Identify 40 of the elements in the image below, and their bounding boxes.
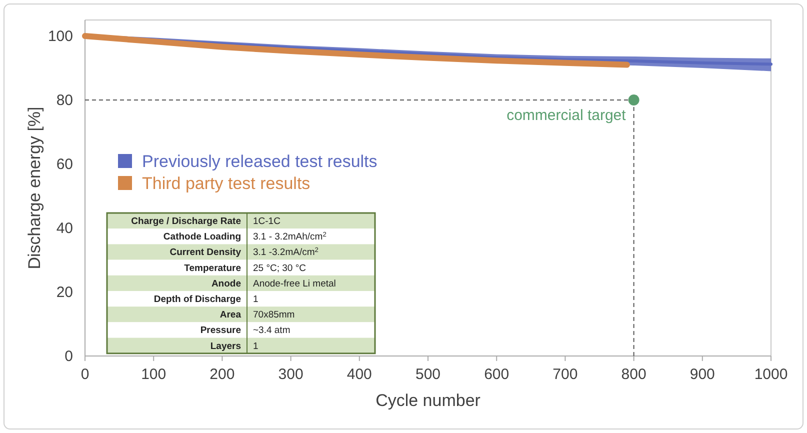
x-tick-label: 900 xyxy=(690,366,715,383)
annotation: 1 xyxy=(253,294,258,305)
y-tick-label: 40 xyxy=(56,220,73,237)
x-axis-title: Cycle number xyxy=(376,391,481,410)
annotation: 1C-1C xyxy=(253,216,281,227)
x-tick-label: 100 xyxy=(141,366,166,383)
legend-label: Third party test results xyxy=(142,174,310,193)
annotation: Temperature xyxy=(184,262,241,274)
annotation: Charge / Discharge Rate xyxy=(131,216,241,227)
annotation: commercial target xyxy=(506,107,627,124)
legend-label: Previously released test results xyxy=(142,152,378,171)
annotation: Area xyxy=(220,310,242,321)
annotation: Pressure xyxy=(200,325,241,336)
x-tick-label: 800 xyxy=(621,366,646,383)
annotation: 3.1 - 3.2mAh/cm$^{2}$ xyxy=(253,231,327,243)
annotation: 1 xyxy=(253,340,258,352)
annotation: ~3.4 atm xyxy=(253,325,290,336)
x-tick-label: 1000 xyxy=(754,366,788,383)
x-tick-label: 300 xyxy=(278,366,304,383)
annotation: Anode xyxy=(211,278,241,290)
x-tick-label: 500 xyxy=(415,366,441,383)
y-tick-label: 20 xyxy=(56,284,73,301)
y-tick-label: 0 xyxy=(64,348,73,365)
y-axis-title: Discharge energy [%] xyxy=(25,106,44,270)
y-tick-label: 100 xyxy=(48,28,73,45)
annotation: 3.1 -3.2mA/cm$^{2}$ xyxy=(253,246,319,258)
x-tick-label: 400 xyxy=(346,366,372,383)
x-tick-label: 600 xyxy=(484,366,510,383)
annotation: Cathode Loading xyxy=(163,232,242,243)
annotation: 25 °C; 30 °C xyxy=(253,262,306,274)
annotation: Current Density xyxy=(170,247,242,258)
x-tick-label: 200 xyxy=(210,366,235,383)
annotation: Anode-free Li metal xyxy=(253,278,336,290)
annotation: Depth of Discharge xyxy=(154,294,241,305)
annotation: 70x85mm xyxy=(253,310,295,321)
annotation: Layers xyxy=(210,340,241,352)
y-tick-label: 80 xyxy=(56,92,73,109)
y-tick-label: 60 xyxy=(56,156,73,173)
x-tick-label: 0 xyxy=(80,366,90,383)
x-tick-label: 700 xyxy=(552,366,578,383)
